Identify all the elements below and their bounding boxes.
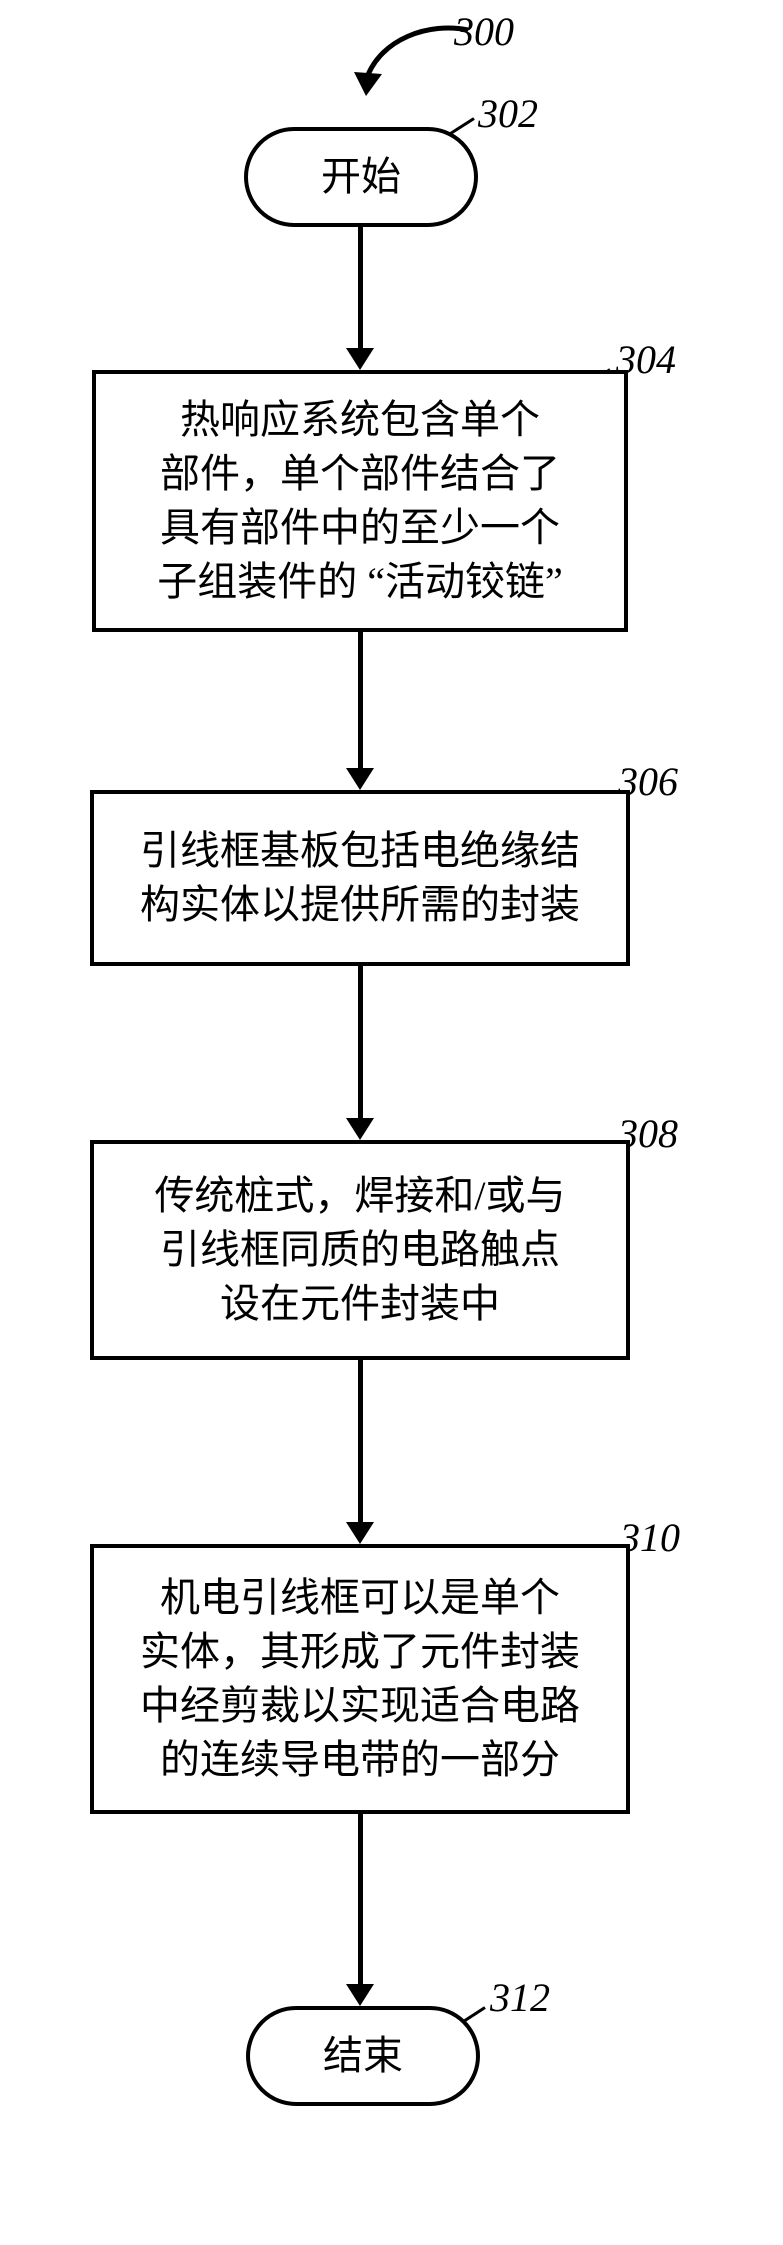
step-304-text: 热响应系统包含单个 部件，单个部件结合了 具有部件中的至少一个 子组装件的 “活… bbox=[157, 393, 563, 609]
arrow-shaft bbox=[358, 1360, 363, 1522]
arrow-head-icon bbox=[346, 1984, 374, 2006]
arrow-shaft bbox=[358, 227, 363, 348]
end-label: 结束 bbox=[323, 2029, 403, 2083]
arrow-head-icon bbox=[346, 768, 374, 790]
arrow-head-icon bbox=[346, 1522, 374, 1544]
step-310-text: 机电引线框可以是单个 实体，其形成了元件封装 中经剪裁以实现适合电路 的连续导电… bbox=[140, 1571, 580, 1787]
ref-312: 312 bbox=[490, 1974, 550, 2021]
start-label: 开始 bbox=[321, 150, 401, 204]
arrow-shaft bbox=[358, 1814, 363, 1984]
ref-302: 302 bbox=[478, 90, 538, 137]
step-304: 热响应系统包含单个 部件，单个部件结合了 具有部件中的至少一个 子组装件的 “活… bbox=[92, 370, 628, 632]
step-306: 引线框基板包括电绝缘结 构实体以提供所需的封装 bbox=[90, 790, 630, 966]
flowchart-canvas: 300 302 304 306 308 310 312 开始 热响应系统包含单个… bbox=[0, 0, 783, 2245]
step-306-text: 引线框基板包括电绝缘结 构实体以提供所需的封装 bbox=[140, 824, 580, 932]
step-308: 传统桩式，焊接和/或与 引线框同质的电路触点 设在元件封装中 bbox=[90, 1140, 630, 1360]
arrow-head-icon bbox=[346, 348, 374, 370]
ref-300: 300 bbox=[454, 8, 514, 55]
arrow-shaft bbox=[358, 632, 363, 768]
end-node: 结束 bbox=[246, 2006, 480, 2106]
step-308-text: 传统桩式，焊接和/或与 引线框同质的电路触点 设在元件封装中 bbox=[154, 1169, 565, 1331]
arrow-shaft bbox=[358, 966, 363, 1118]
step-310: 机电引线框可以是单个 实体，其形成了元件封装 中经剪裁以实现适合电路 的连续导电… bbox=[90, 1544, 630, 1814]
ref-arrow-300 bbox=[350, 24, 470, 114]
arrow-head-icon bbox=[346, 1118, 374, 1140]
start-node: 开始 bbox=[244, 127, 478, 227]
